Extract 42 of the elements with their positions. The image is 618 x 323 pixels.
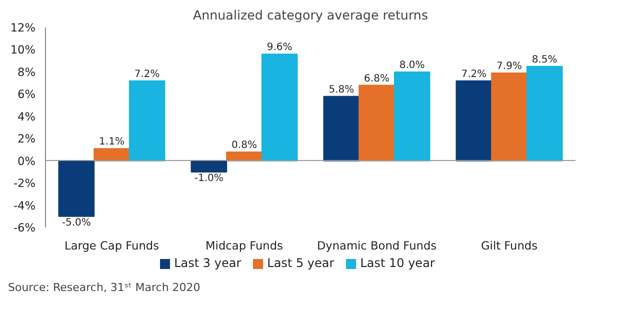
x-tick-label: Gilt Funds bbox=[481, 238, 538, 252]
data-label: 1.1% bbox=[99, 136, 124, 148]
data-label: 5.8% bbox=[328, 84, 354, 96]
chart-title: Annualized category average returns bbox=[192, 8, 428, 22]
data-label: -1.0% bbox=[194, 172, 224, 184]
y-tick-label: 6% bbox=[18, 87, 36, 102]
legend-label: Last 5 year bbox=[266, 255, 334, 272]
y-tick-label: 10% bbox=[10, 42, 36, 57]
y-tick-label: 4% bbox=[18, 109, 36, 124]
bar bbox=[190, 160, 228, 172]
data-label: 8.5% bbox=[532, 54, 558, 66]
source-note: Source: Research, 31ˢᵗ March 2020 bbox=[7, 280, 200, 296]
data-label: -5.0% bbox=[62, 217, 91, 228]
bar bbox=[58, 160, 95, 217]
y-tick-label: 12% bbox=[10, 20, 36, 34]
bar bbox=[394, 71, 430, 162]
bar bbox=[358, 84, 395, 162]
data-label: 8.0% bbox=[399, 60, 425, 71]
x-tick-label: Large Cap Funds bbox=[64, 238, 160, 252]
x-tick-label: Dynamic Bond Funds bbox=[316, 238, 437, 252]
data-label: 9.6% bbox=[266, 42, 292, 54]
y-tick-label: -4% bbox=[13, 198, 36, 212]
bar bbox=[323, 96, 360, 162]
y-tick-label: 0% bbox=[18, 154, 36, 168]
bar bbox=[128, 80, 166, 162]
y-tick-label: -6% bbox=[13, 220, 36, 234]
y-tick-label: -2% bbox=[13, 176, 36, 190]
y-tick-label: 2% bbox=[18, 132, 36, 146]
bar bbox=[261, 54, 298, 162]
data-label: 7.2% bbox=[134, 68, 160, 80]
y-tick-label: 8% bbox=[18, 64, 36, 79]
data-label: 6.8% bbox=[364, 73, 390, 84]
legend-label: Last 3 year bbox=[173, 255, 242, 272]
data-label: 0.8% bbox=[232, 140, 257, 151]
bar bbox=[526, 66, 563, 162]
legend-label: Last 10 year bbox=[359, 255, 435, 272]
bar bbox=[456, 80, 492, 162]
bar bbox=[94, 148, 130, 162]
data-label: 7.2% bbox=[461, 68, 487, 80]
data-label: 7.9% bbox=[496, 61, 522, 72]
bar bbox=[491, 72, 528, 162]
x-tick-label: Midcap Funds bbox=[206, 238, 284, 252]
